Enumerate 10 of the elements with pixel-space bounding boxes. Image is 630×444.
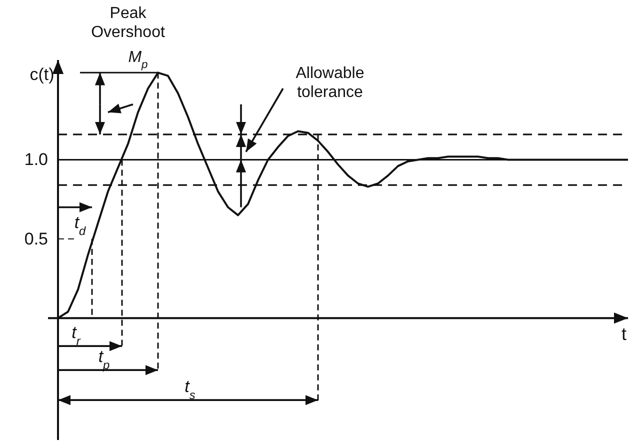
y-tick-label: 0.5	[24, 229, 48, 248]
y-axis-title: c(t)	[30, 65, 54, 84]
y-tick-label: 1.0	[24, 150, 48, 170]
annotation: t$_{d}$	[74, 213, 86, 238]
annotation: t$_{r}$	[72, 323, 82, 348]
text: Peak Overshoot	[91, 5, 166, 42]
annotation: Allowable tolerance	[296, 65, 364, 102]
annotation: t$_{s}$	[184, 377, 196, 402]
x-axis-title: t	[621, 324, 627, 344]
annotation: M$_{p}$	[128, 49, 148, 71]
